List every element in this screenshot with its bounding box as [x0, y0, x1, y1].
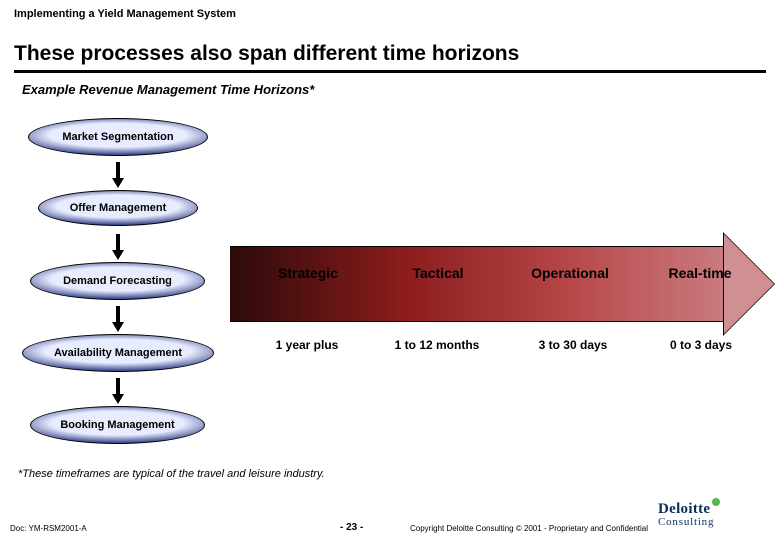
time-horizon-arrow — [230, 234, 774, 334]
logo-dot-icon — [712, 498, 720, 506]
horizon-label-tactical: Tactical — [378, 265, 498, 281]
footnote: *These timeframes are typical of the tra… — [18, 468, 325, 480]
ellipse-availability-management: Availability Management — [22, 334, 214, 372]
page-title: These processes also span different time… — [14, 42, 519, 66]
ellipse-offer-management: Offer Management — [38, 190, 198, 226]
slide: Implementing a Yield Management System T… — [0, 0, 780, 540]
horizon-label-operational: Operational — [510, 265, 630, 281]
ellipse-booking-management: Booking Management — [30, 406, 205, 444]
horizon-label-strategic: Strategic — [248, 265, 368, 281]
arrow-head-icon — [724, 234, 774, 334]
logo-line2: Consulting — [658, 516, 768, 528]
subtitle: Example Revenue Management Time Horizons… — [22, 82, 314, 97]
timeframe-strategic: 1 year plus — [242, 338, 372, 352]
horizon-label-realtime: Real-time — [640, 265, 760, 281]
timeframe-realtime: 0 to 3 days — [636, 338, 766, 352]
document-header: Implementing a Yield Management System — [14, 8, 236, 20]
ellipse-market-segmentation: Market Segmentation — [28, 118, 208, 156]
doc-id: Doc: YM-RSM2001-A — [10, 524, 87, 533]
page-number: - 23 - — [340, 522, 363, 533]
timeframe-tactical: 1 to 12 months — [372, 338, 502, 352]
arrow-body — [230, 246, 724, 322]
timeframe-operational: 3 to 30 days — [508, 338, 638, 352]
ellipse-demand-forecasting: Demand Forecasting — [30, 262, 205, 300]
deloitte-logo: Deloitte Consulting — [658, 500, 768, 530]
divider — [14, 70, 766, 73]
copyright: Copyright Deloitte Consulting © 2001 - P… — [410, 524, 648, 533]
